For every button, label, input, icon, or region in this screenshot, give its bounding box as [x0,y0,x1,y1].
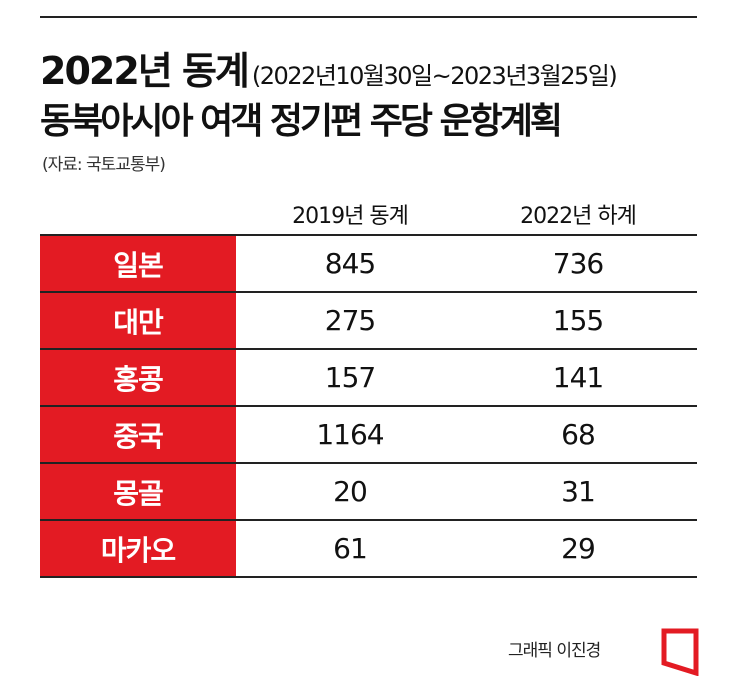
row-label: 몽골 [40,464,236,519]
top-rule [40,16,697,18]
title-period: (2022년10월30일~2023년3월25일) [251,62,618,90]
graphic-credit: 그래픽 이진경 [508,641,601,661]
value-2019: 157 [324,361,376,394]
table-row: 중국 1164 68 [40,405,697,462]
source-note: (자료: 국토교통부) [42,155,166,175]
value-2022: 141 [552,361,604,394]
row-label: 홍콩 [40,350,236,405]
row-label: 중국 [40,407,236,462]
row-label: 일본 [40,236,236,291]
value-2022: 155 [552,304,604,337]
value-2022: 736 [552,247,604,280]
title-line-2: 동북아시아 여객 정기편 주당 운항계획 [40,101,563,142]
data-table: 일본 845 736 대만 275 155 홍콩 157 141 중국 1164… [40,234,697,578]
column-header-2022: 2022년 하계 [520,204,637,229]
table-row: 대만 275 155 [40,291,697,348]
value-2019: 20 [333,475,368,508]
table-row: 홍콩 157 141 [40,348,697,405]
value-2019: 845 [324,247,376,280]
row-label: 대만 [40,293,236,348]
value-2022: 31 [561,475,596,508]
red-document-logo-icon [661,628,699,676]
title-line-1: 2022년 동계 (2022년10월30일~2023년3월25일) [40,40,618,93]
value-2019: 61 [333,532,368,565]
table-row: 일본 845 736 [40,234,697,291]
value-2019: 1164 [316,418,384,451]
value-2022: 29 [561,532,596,565]
title-main: 2022년 동계 [40,49,250,93]
table-row: 몽골 20 31 [40,462,697,519]
row-label: 마카오 [40,521,236,576]
value-2022: 68 [561,418,596,451]
table-row: 마카오 61 29 [40,519,697,578]
column-header-2019: 2019년 동계 [292,204,409,229]
value-2019: 275 [324,304,376,337]
